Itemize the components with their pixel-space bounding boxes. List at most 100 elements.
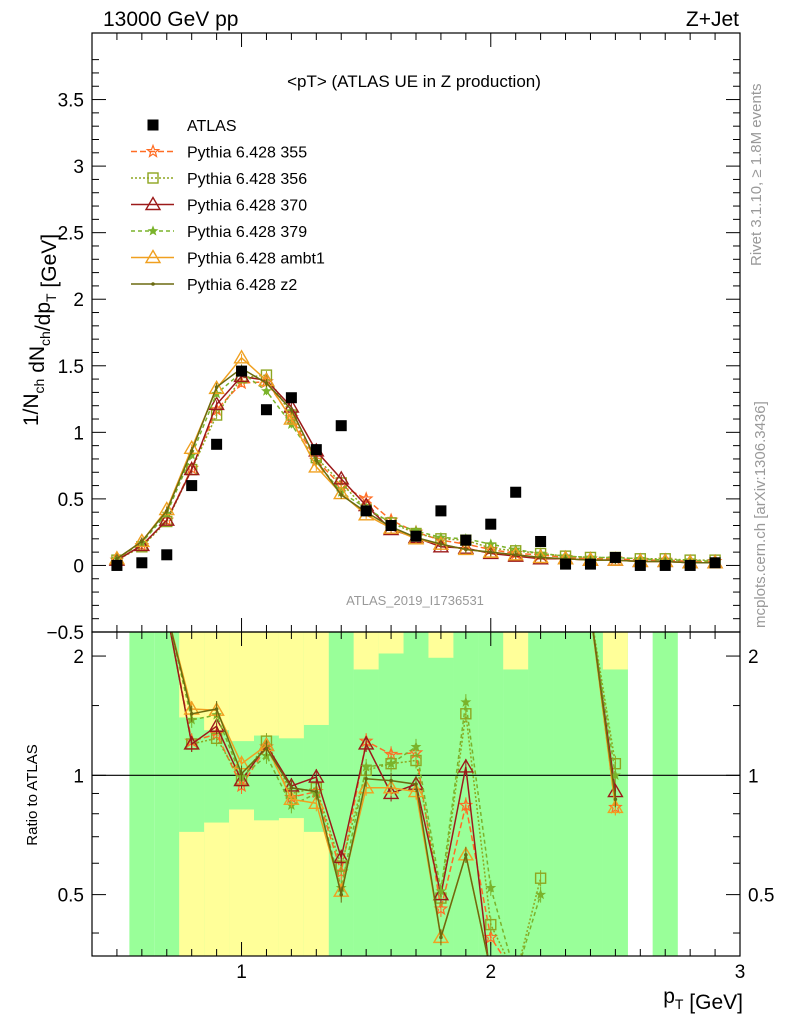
ratio-point — [534, 872, 547, 884]
series-point — [432, 538, 450, 553]
y-tick-label: 1.5 — [58, 357, 84, 378]
y-tick-label: 1 — [73, 423, 84, 444]
data-point — [460, 534, 472, 546]
ratio-point — [385, 758, 397, 769]
ratio-band-green — [129, 632, 155, 956]
ratio-point — [339, 892, 344, 897]
ratio-point — [264, 746, 269, 751]
ratio-point — [457, 758, 475, 773]
data-point — [385, 520, 397, 532]
ratio-band-inner — [378, 653, 404, 956]
series-point — [115, 556, 119, 561]
data-point — [211, 438, 223, 450]
ratio-point — [389, 778, 393, 783]
legend-item: Pythia 6.428 z2 — [131, 277, 297, 294]
data-point — [335, 420, 347, 432]
data-point — [634, 559, 646, 571]
ratio-band-inner — [503, 669, 529, 956]
data-point — [161, 549, 173, 561]
series-point — [513, 552, 518, 557]
ratio-band-inner — [478, 632, 504, 956]
data-point — [410, 530, 422, 542]
ratio-point — [382, 779, 400, 794]
x-tick-label: 3 — [735, 962, 746, 983]
ratio-band-yellow-bottom — [229, 809, 254, 956]
ratio-point — [460, 696, 472, 707]
ratio-point — [233, 772, 250, 787]
ratio-series — [169, 632, 624, 988]
legend-marker — [145, 143, 161, 158]
data-point — [310, 444, 322, 456]
data-point — [584, 558, 596, 570]
data-series — [111, 365, 721, 571]
data-point — [609, 551, 621, 563]
legend-marker — [147, 119, 159, 131]
y-tick-label: 2 — [73, 290, 84, 311]
legend-marker — [147, 172, 159, 184]
ratio-band-inner — [453, 632, 479, 956]
series-point — [333, 470, 350, 485]
series-point — [164, 509, 169, 513]
ratio-point — [410, 741, 422, 752]
series-point — [264, 381, 269, 385]
ratio-point — [485, 882, 497, 893]
ratio-line-3 — [170, 632, 621, 956]
data-point — [360, 505, 372, 517]
ratio-point — [535, 888, 547, 900]
ratio-point — [432, 886, 450, 901]
data-point — [659, 559, 671, 571]
data-point — [136, 557, 148, 569]
data-point — [260, 404, 272, 416]
x-axis-label: pT [GeV] — [663, 985, 743, 1014]
ratio-point — [364, 777, 368, 781]
ratio-path — [170, 632, 489, 956]
legend-marker — [144, 196, 162, 211]
ratio-band-yellow-bottom — [303, 831, 329, 956]
rivet-label: Rivet 3.1.10, ≥ 1.8M events — [748, 84, 765, 267]
legend-item: Pythia 6.428 379 — [131, 224, 307, 241]
y-tick-label: 0.5 — [58, 490, 84, 511]
ratio-point — [283, 790, 300, 806]
data-point — [709, 557, 721, 569]
data-point — [186, 480, 198, 492]
main-panel — [108, 349, 724, 571]
data-point — [236, 365, 248, 377]
series-point — [208, 395, 225, 411]
ratio-point — [613, 797, 618, 802]
ratio-band-inner — [578, 632, 603, 956]
series-point — [314, 458, 319, 463]
ratio-point — [214, 707, 219, 711]
watermark: ATLAS_2019_I1736531 — [346, 593, 484, 608]
ratio-panel — [92, 632, 740, 988]
ratio-band-inner — [528, 632, 554, 956]
ratio-point — [534, 959, 548, 971]
ratio-path — [169, 632, 542, 956]
series-point — [488, 550, 493, 554]
y-tick-label: 2.5 — [58, 224, 84, 245]
ratio-band-yellow-top — [229, 632, 254, 742]
chart-title: <pT> (ATLAS UE in Z production) — [287, 72, 541, 91]
ratio-point — [357, 735, 375, 750]
legend-label: Pythia 6.428 355 — [187, 145, 307, 162]
y-tick-label: 0 — [73, 556, 84, 577]
header-left: 13000 GeV pp — [103, 8, 238, 31]
header-right: Z+Jet — [686, 8, 739, 31]
ratio-tick-label: 1 — [73, 766, 84, 787]
ratio-tick-label-right: 1 — [748, 766, 759, 787]
ratio-point — [534, 976, 548, 988]
ratio-point — [485, 918, 497, 931]
series-point — [214, 385, 219, 389]
ratio-point — [410, 754, 422, 767]
ratio-band-yellow-top — [254, 632, 279, 736]
ratio-point — [239, 771, 244, 776]
y-tick-label: −0.5 — [46, 623, 84, 644]
ratio-point — [333, 849, 350, 864]
series-point — [339, 493, 344, 497]
data-point — [285, 392, 297, 404]
series-point — [464, 547, 468, 552]
axes-frame: 1 2 3 −0.5 0 0.5 1 1.5 2 2.5 3 3.5 0.5 0.5 1 1 2 2 — [46, 32, 774, 983]
ratio-point — [308, 768, 325, 783]
ratio-point — [539, 964, 543, 968]
mcplots-label: mcplots.cern.ch [arXiv:1306.3436] — [752, 401, 769, 628]
legend-marker — [147, 225, 159, 236]
